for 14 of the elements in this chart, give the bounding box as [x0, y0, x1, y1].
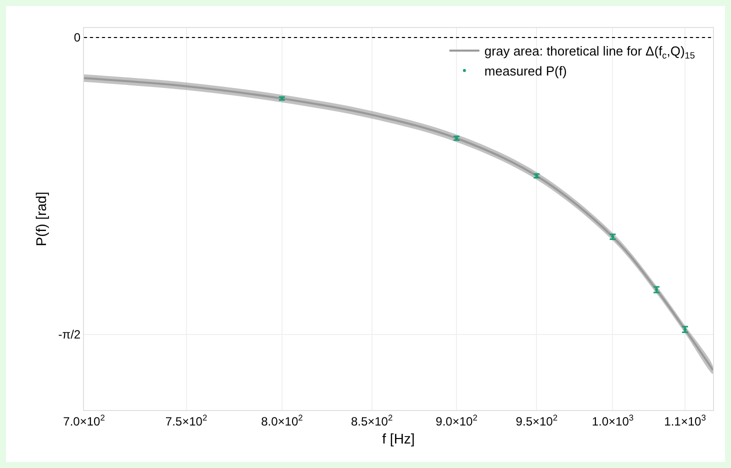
x-tick-label: 8.5×10$^{2}$ — [350, 412, 393, 428]
y-tick-label: -π/2 — [58, 328, 81, 342]
x-tick-label: 9.5×10$^{2}$ — [516, 412, 558, 428]
x-tick-label: 8.0×10$^{2}$ — [261, 412, 304, 428]
y-axis-title: P(f) [rad] — [33, 192, 49, 246]
x-tick-label: 1.1×10$^{3}$ — [664, 412, 706, 428]
x-axis-title: f [Hz] — [382, 430, 415, 447]
legend-label: measured P(f) — [484, 64, 567, 79]
x-tick-label: 9.0×10$^{2}$ — [436, 412, 478, 428]
x-tick-label: 1.0×10$^{3}$ — [592, 412, 634, 428]
y-tick-label: 0 — [74, 30, 81, 45]
x-tick-label: 7.5×10$^{2}$ — [165, 412, 208, 428]
x-tick-label: 7.0×10$^{2}$ — [63, 412, 106, 428]
legend-label: gray area: thoretical line for Δ(f$_{c}$,Q)$_{15}$ — [484, 44, 695, 60]
